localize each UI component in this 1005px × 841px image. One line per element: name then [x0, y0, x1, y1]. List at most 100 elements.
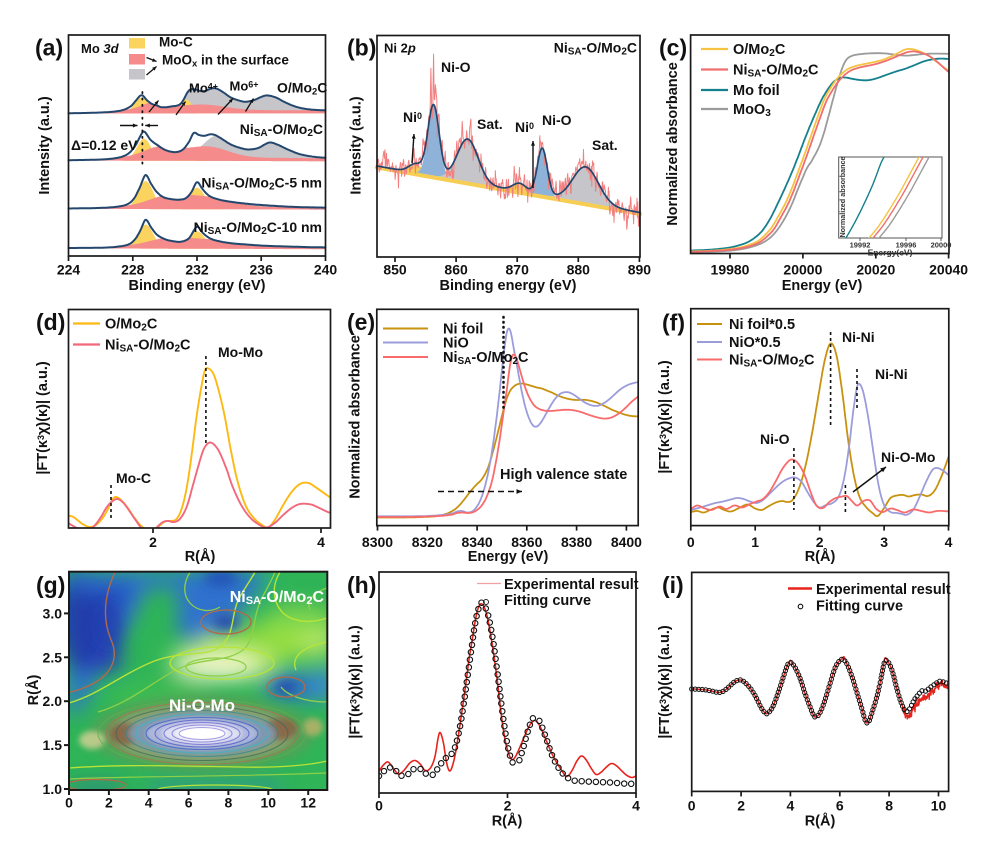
- svg-text:850: 850: [383, 262, 407, 278]
- svg-text:19992: 19992: [850, 241, 871, 250]
- svg-text:2: 2: [105, 795, 113, 811]
- svg-text:2: 2: [149, 534, 157, 550]
- svg-text:232: 232: [185, 262, 209, 278]
- svg-text:Δ=0.12 eV: Δ=0.12 eV: [71, 137, 138, 153]
- svg-text:10: 10: [931, 798, 947, 814]
- svg-text:Energy(eV): Energy(eV): [868, 248, 913, 258]
- svg-text:Ni0: Ni0: [403, 109, 422, 125]
- svg-text:19996: 19996: [896, 241, 917, 250]
- svg-text:3.0: 3.0: [43, 605, 63, 621]
- svg-text:Binding energy (eV): Binding energy (eV): [440, 278, 577, 294]
- svg-text:Mo-Mo: Mo-Mo: [218, 344, 263, 360]
- svg-text:6: 6: [836, 798, 844, 814]
- svg-text:Mo-C: Mo-C: [159, 35, 193, 50]
- svg-text:Ni-O: Ni-O: [542, 112, 572, 128]
- svg-text:MoOx in the surface: MoOx in the surface: [162, 53, 289, 70]
- svg-text:870: 870: [506, 262, 530, 278]
- svg-text:O/Mo2C: O/Mo2C: [733, 42, 786, 59]
- svg-text:2: 2: [816, 534, 824, 550]
- svg-text:Sat.: Sat.: [592, 137, 618, 153]
- svg-text:2.0: 2.0: [43, 693, 63, 709]
- svg-text:8380: 8380: [561, 534, 592, 550]
- svg-text:(f): (f): [662, 310, 685, 336]
- svg-text:6: 6: [185, 795, 193, 811]
- svg-text:|FT(κ3χ)(κ)| (a.u.): |FT(κ3χ)(κ)| (a.u.): [657, 360, 673, 474]
- svg-text:Ni-Ni: Ni-Ni: [875, 366, 908, 382]
- svg-text:860: 860: [444, 262, 468, 278]
- svg-text:(h): (h): [347, 572, 376, 598]
- svg-text:Experimental result: Experimental result: [816, 582, 951, 598]
- svg-text:Binding energy (eV): Binding energy (eV): [129, 278, 266, 294]
- svg-text:Ni foil: Ni foil: [443, 322, 483, 338]
- svg-text:1.0: 1.0: [43, 781, 63, 797]
- svg-text:|FT(κ3χ)(κ)| (a.u.): |FT(κ3χ)(κ)| (a.u.): [657, 625, 673, 739]
- svg-text:890: 890: [628, 262, 652, 278]
- svg-text:0: 0: [688, 798, 696, 814]
- svg-text:Energy (eV): Energy (eV): [468, 549, 549, 565]
- svg-text:Energy (eV): Energy (eV): [782, 278, 863, 294]
- svg-text:High valence state: High valence state: [500, 467, 627, 483]
- svg-text:Normalized absorbance: Normalized absorbance: [665, 62, 681, 226]
- svg-text:Mo foil: Mo foil: [733, 83, 780, 99]
- svg-text:4: 4: [787, 798, 795, 814]
- svg-text:20000: 20000: [783, 262, 822, 278]
- svg-text:Intensity (a.u.): Intensity (a.u.): [37, 96, 53, 194]
- svg-text:2: 2: [504, 798, 512, 814]
- svg-text:(d): (d): [36, 309, 65, 335]
- svg-text:(b): (b): [347, 35, 376, 61]
- svg-text:Ni 2p: Ni 2p: [384, 41, 416, 56]
- svg-text:4: 4: [145, 795, 153, 811]
- svg-text:4: 4: [632, 798, 640, 814]
- svg-text:(c): (c): [659, 35, 687, 61]
- svg-text:|FT(κ3χ)(κ)| (a.u.): |FT(κ3χ)(κ)| (a.u.): [348, 625, 364, 739]
- svg-text:20040: 20040: [929, 262, 968, 278]
- svg-text:Ni0: Ni0: [515, 119, 534, 135]
- svg-text:(a): (a): [35, 35, 63, 61]
- svg-text:Mo 3d: Mo 3d: [81, 41, 120, 56]
- svg-text:2: 2: [737, 798, 745, 814]
- svg-text:Experimental result: Experimental result: [504, 577, 639, 593]
- svg-text:(i): (i): [662, 572, 684, 598]
- svg-text:8: 8: [225, 795, 233, 811]
- svg-text:NiSA-O/Mo2C-10 nm: NiSA-O/Mo2C-10 nm: [194, 219, 322, 237]
- svg-text:NiO: NiO: [443, 336, 469, 352]
- svg-text:O/Mo2C: O/Mo2C: [105, 317, 158, 334]
- svg-text:Intensity (a.u.): Intensity (a.u.): [349, 96, 365, 194]
- svg-text:19980: 19980: [711, 262, 750, 278]
- svg-text:Mo-C: Mo-C: [116, 470, 151, 486]
- svg-text:R(Å): R(Å): [185, 548, 216, 565]
- svg-text:1.5: 1.5: [43, 737, 63, 753]
- svg-text:0: 0: [375, 798, 383, 814]
- svg-text:R(Å): R(Å): [492, 813, 523, 830]
- svg-text:NiSA-O/Mo2C-5 nm: NiSA-O/Mo2C-5 nm: [201, 175, 322, 193]
- svg-text:8400: 8400: [611, 534, 642, 550]
- svg-text:(g): (g): [36, 572, 65, 598]
- svg-text:(e): (e): [347, 309, 375, 335]
- svg-text:Ni foil*0.5: Ni foil*0.5: [729, 317, 795, 333]
- svg-text:8: 8: [885, 798, 893, 814]
- svg-text:8340: 8340: [462, 534, 493, 550]
- svg-text:Sat.: Sat.: [477, 116, 503, 132]
- svg-text:Ni-O: Ni-O: [760, 431, 790, 447]
- svg-text:R(Å): R(Å): [805, 548, 836, 565]
- svg-text:880: 880: [567, 262, 591, 278]
- svg-text:Normalized absorbance: Normalized absorbance: [348, 335, 364, 499]
- svg-text:|FT(κ3χ)(κ)| (a.u.): |FT(κ3χ)(κ)| (a.u.): [35, 361, 51, 475]
- svg-text:240: 240: [314, 262, 338, 278]
- svg-text:O/Mo2C: O/Mo2C: [277, 80, 327, 98]
- svg-text:20000: 20000: [931, 241, 952, 250]
- svg-text:12: 12: [300, 795, 316, 811]
- svg-text:236: 236: [250, 262, 274, 278]
- svg-text:0: 0: [687, 534, 695, 550]
- svg-text:0: 0: [65, 795, 73, 811]
- svg-text:1: 1: [751, 534, 759, 550]
- svg-text:Normalized absorbance: Normalized absorbance: [838, 156, 847, 237]
- svg-text:Fitting curve: Fitting curve: [504, 593, 591, 609]
- svg-text:Ni-Ni: Ni-Ni: [842, 329, 875, 345]
- svg-text:Ni-O: Ni-O: [441, 59, 471, 75]
- svg-text:8320: 8320: [412, 534, 443, 550]
- svg-text:NiO*0.5: NiO*0.5: [729, 335, 781, 351]
- svg-text:Fitting curve: Fitting curve: [816, 599, 903, 615]
- svg-text:Ni-O-Mo: Ni-O-Mo: [881, 449, 935, 465]
- svg-text:2.5: 2.5: [43, 649, 63, 665]
